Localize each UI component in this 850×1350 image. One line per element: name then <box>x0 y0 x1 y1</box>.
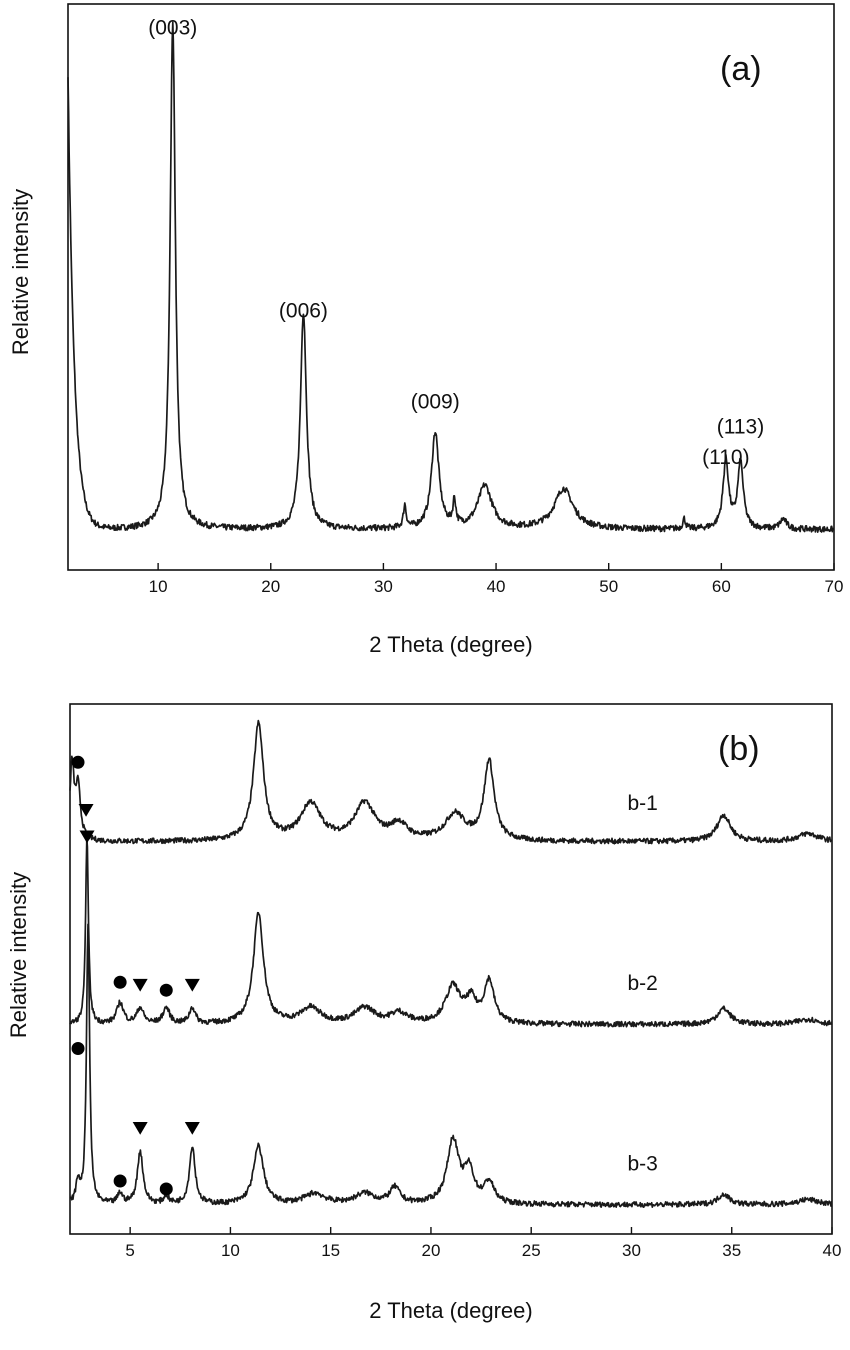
triangle-marker <box>184 978 200 992</box>
triangle-marker <box>184 1122 200 1135</box>
panel-b: 5 10 15 20 25 30 35 40 b-1 b-2 b-3 (b) 2 Theta (d… <box>6 703 841 1323</box>
triangle-marker <box>78 804 94 817</box>
panel-b-x-axis-title: 2 Theta (degree) <box>369 1298 532 1323</box>
panel-a-label: (a) <box>720 50 762 88</box>
x-tick-label: 50 <box>599 577 618 596</box>
peak-label: (006) <box>279 299 328 322</box>
x-tick-label: 30 <box>622 1241 641 1260</box>
x-tick-label: 35 <box>722 1241 741 1260</box>
x-tick-label: 40 <box>823 1241 842 1260</box>
x-tick-label: 25 <box>522 1241 541 1260</box>
series-label: b-3 <box>627 1152 657 1175</box>
panel-a: 10 20 30 40 50 60 70 (003) (006) (009) (113) (110)… <box>8 3 844 657</box>
panel-b-y-axis-title: Relative intensity <box>6 872 31 1038</box>
x-tick-label: 10 <box>149 577 168 596</box>
panel-b-x-ticks: 5 10 15 20 25 30 35 40 <box>125 1227 841 1260</box>
peak-label: (110) <box>702 446 749 469</box>
series-trace-b-1 <box>69 719 833 845</box>
x-tick-label: 60 <box>712 577 731 596</box>
x-tick-label: 70 <box>825 577 844 596</box>
triangle-marker <box>79 830 95 844</box>
x-tick-label: 20 <box>421 1241 440 1260</box>
circle-marker <box>113 975 127 989</box>
panel-a-trace <box>67 21 835 533</box>
series-trace-b-2 <box>69 837 833 1028</box>
panel-a-y-axis-title: Relative intensity <box>8 189 33 355</box>
x-tick-label: 10 <box>221 1241 240 1260</box>
triangle-marker <box>132 978 148 992</box>
panel-b-label: (b) <box>718 730 760 768</box>
panel-b-markers <box>71 755 200 1196</box>
x-tick-label: 30 <box>374 577 393 596</box>
series-label: b-2 <box>627 972 657 995</box>
panel-a-peak-labels: (003) (006) (009) (113) (110) <box>148 16 764 469</box>
series-label: b-1 <box>627 792 657 815</box>
panel-b-series-labels: b-1 b-2 b-3 <box>627 792 657 1175</box>
x-tick-label: 15 <box>321 1241 340 1260</box>
x-tick-label: 5 <box>125 1241 134 1260</box>
triangle-marker <box>132 1122 148 1135</box>
circle-marker <box>71 755 85 769</box>
series-trace-b-3 <box>69 923 833 1208</box>
circle-marker <box>113 1174 127 1188</box>
circle-marker <box>159 983 173 997</box>
circle-marker <box>159 1182 173 1196</box>
x-tick-label: 20 <box>261 577 280 596</box>
panel-a-x-axis-title: 2 Theta (degree) <box>369 632 532 657</box>
panel-a-frame <box>67 3 835 571</box>
panel-b-traces <box>69 719 833 1208</box>
peak-label: (113) <box>717 416 764 439</box>
peak-label: (009) <box>411 390 460 413</box>
panel-a-x-ticks: 10 20 30 40 50 60 70 <box>149 563 844 596</box>
circle-marker <box>71 1042 85 1055</box>
x-tick-label: 40 <box>487 577 506 596</box>
panel-b-frame <box>69 703 833 1235</box>
peak-label: (003) <box>148 16 197 39</box>
